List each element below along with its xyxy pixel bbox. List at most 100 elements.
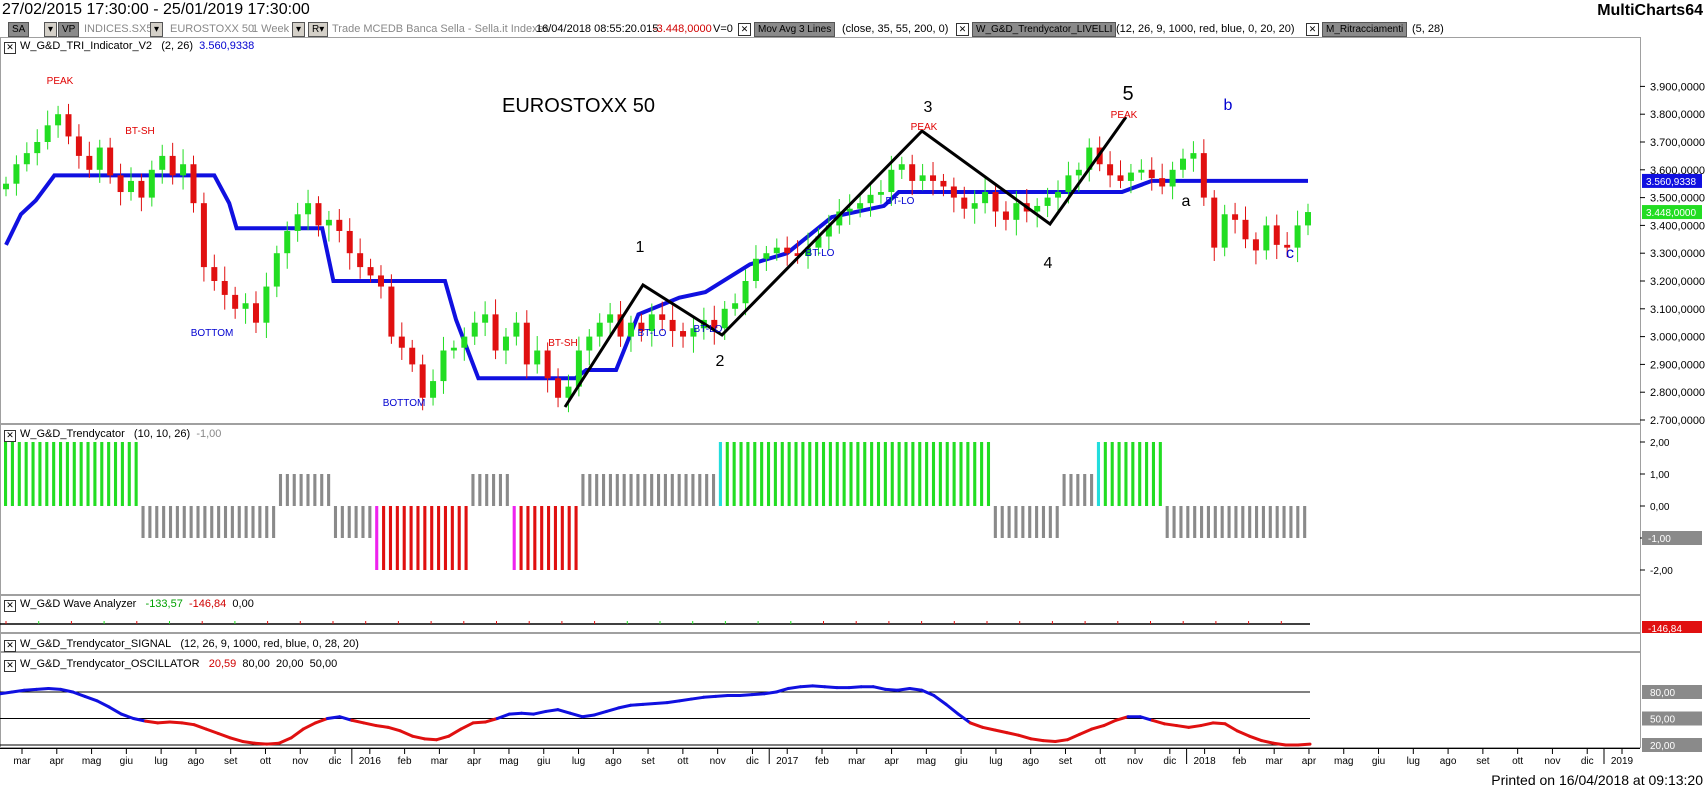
x-tick-label: apr: [467, 756, 482, 767]
candle-body: [1075, 169, 1082, 176]
study-ritracciamenti[interactable]: M_Ritracciamenti: [1322, 22, 1408, 37]
symbol-dropdown-icon[interactable]: ▾: [150, 22, 164, 37]
oscillator-level-label: 80,00: [1650, 688, 1675, 699]
pane2-label: ✕ W_G&D_Trendycator (10, 10, 26) -1,00: [4, 428, 221, 442]
pane-frames: [0, 37, 1641, 748]
x-tick-label: 2019: [1611, 756, 1634, 767]
trendycator-bar: [890, 442, 894, 506]
trendycator-bar: [127, 442, 131, 506]
candle-body: [23, 153, 30, 165]
candle-body: [607, 314, 614, 323]
close-icon[interactable]: ✕: [956, 23, 969, 36]
oscillator-line: [277, 736, 293, 745]
oscillator-line: [1199, 721, 1215, 728]
candle-body: [284, 230, 291, 254]
trendycator-bar: [560, 506, 564, 570]
trendycator-bar: [1206, 506, 1210, 538]
trendycator-bar: [622, 474, 626, 506]
trendycator-bar: [1158, 442, 1162, 506]
x-tick-label: ago: [605, 756, 622, 767]
title-bar: 27/02/2015 17:30:00 - 25/01/2019 17:30:0…: [0, 0, 1707, 20]
trendycator-bar: [340, 506, 344, 538]
x-tick-label: mar: [13, 756, 31, 767]
x-tick-label: giu: [954, 756, 967, 767]
candle-body: [86, 155, 93, 170]
wave-label: a: [1182, 193, 1191, 210]
candle-body: [252, 303, 259, 323]
pane-frame: [0, 37, 1641, 424]
sa-button[interactable]: SA: [8, 22, 30, 37]
oscillator-line: [1175, 724, 1191, 729]
trendycator-bar: [505, 474, 509, 506]
close-icon[interactable]: ✕: [4, 600, 16, 612]
candle-body: [1211, 197, 1218, 248]
candle-body: [1273, 225, 1280, 245]
y-tick-label: 3.200,0000: [1650, 276, 1705, 288]
close-icon[interactable]: ✕: [4, 430, 16, 442]
trendycator-bar: [265, 506, 269, 538]
oscillator-level-box: [1642, 685, 1702, 699]
trendycator-bar: [959, 442, 963, 506]
oscillator-line: [362, 721, 378, 728]
candle-body: [534, 350, 541, 365]
candle-body: [1242, 219, 1249, 240]
trendycator-bar: [24, 442, 28, 506]
annotation-label: BT-SH: [125, 126, 154, 137]
trendycator-bar: [705, 474, 709, 506]
x-tick-label: ott: [677, 756, 688, 767]
close-icon[interactable]: ✕: [4, 660, 16, 672]
oscillator-line: [544, 708, 560, 713]
x-tick-label: apr: [50, 756, 65, 767]
wave-analyzer: [0, 621, 1310, 625]
candle-body: [1138, 169, 1145, 173]
close-icon[interactable]: ✕: [4, 42, 16, 54]
close-icon[interactable]: ✕: [738, 23, 751, 36]
study-mov-avg[interactable]: Mov Avg 3 Lines: [754, 22, 836, 37]
trendy-tick-label: 2,00: [1650, 438, 1670, 449]
trendycator-bar: [1041, 506, 1046, 538]
trendycator-bar: [691, 474, 695, 506]
candle-body: [13, 164, 20, 184]
oscillator-line: [495, 712, 511, 720]
pane5-v3: 20,00: [276, 658, 304, 670]
trendycator-bar: [162, 506, 166, 538]
oscillator-line: [459, 721, 475, 731]
oscillator-line: [95, 699, 111, 709]
symbol-label: INDICES.SX5E: [84, 23, 160, 35]
oscillator-line: [1247, 734, 1263, 743]
trendycator-bar: [327, 474, 331, 506]
trendycator-bar: [1103, 442, 1107, 506]
axes: 3.900,0000 3.800,0000 3.700,0000 3.600,0000…: [0, 81, 1705, 767]
trendycator-bar: [168, 506, 173, 538]
trendycator-bar: [1296, 506, 1300, 538]
trendycator-bar: [354, 506, 358, 538]
trendycator-bar: [292, 474, 296, 506]
close-icon[interactable]: ✕: [4, 640, 16, 652]
candle-body: [190, 164, 197, 204]
pane5-v2: 80,00: [242, 658, 270, 670]
wave-label: 2: [716, 353, 725, 370]
oscillator-line: [641, 701, 657, 706]
trendycator-bar: [615, 474, 619, 506]
oscillator-line: [799, 684, 815, 689]
oscillator-line: [908, 686, 924, 692]
trendycator-bar: [1227, 506, 1231, 538]
study-trendycator-livelli[interactable]: W_G&D_Trendycator_LIVELLI: [972, 22, 1117, 37]
close-icon[interactable]: ✕: [1306, 23, 1319, 36]
oscillator-line: [253, 741, 269, 746]
vp-button[interactable]: VP: [58, 22, 80, 37]
chevron-down-icon[interactable]: ▾: [44, 22, 58, 37]
trendycator-bar: [45, 442, 49, 506]
oscillator-line: [47, 686, 63, 691]
resolution-dropdown-icon[interactable]: ▾: [292, 22, 306, 37]
trendycator-bar: [1145, 442, 1149, 506]
oscillator-line: [119, 712, 135, 720]
candle-body: [992, 192, 999, 212]
chart-area[interactable]: 1 2 3 4 5 a b c PEAK BT-SH BOTTOM BOTTOM BT-SH BT-LO…: [0, 37, 1707, 779]
r-button[interactable]: R▾: [308, 22, 329, 37]
candle-body: [3, 183, 9, 190]
trendycator-bar: [574, 506, 578, 570]
trendycator-bar: [760, 442, 764, 506]
pane2-params: (10, 10, 26): [133, 428, 191, 440]
trendycator-bar: [684, 474, 688, 506]
